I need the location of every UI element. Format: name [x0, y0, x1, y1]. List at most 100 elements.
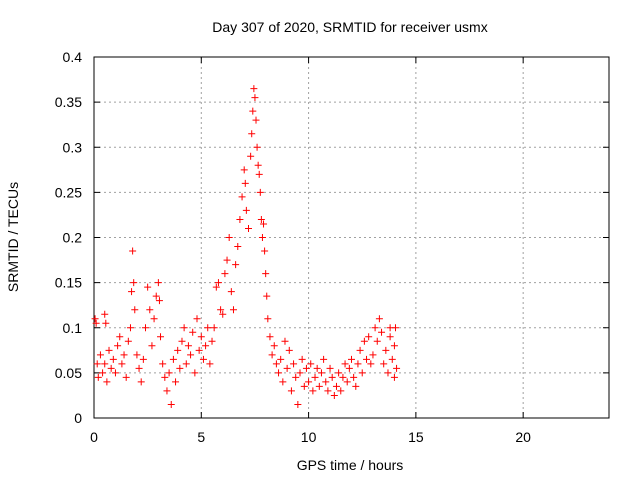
data-point	[163, 387, 171, 395]
data-point	[386, 333, 394, 341]
y-tick-label: 0.2	[63, 230, 83, 246]
data-point	[384, 369, 392, 377]
data-point	[305, 378, 313, 386]
data-point	[356, 346, 364, 354]
data-point	[261, 247, 269, 255]
data-point	[191, 369, 199, 377]
data-point	[217, 306, 225, 314]
y-tick-label: 0.3	[63, 139, 83, 155]
data-point	[363, 355, 371, 363]
data-point	[236, 215, 244, 223]
data-point	[317, 369, 325, 377]
data-point	[390, 373, 398, 381]
data-point	[373, 337, 381, 345]
data-point	[174, 346, 182, 354]
plot-frame	[93, 56, 610, 419]
data-point	[94, 373, 102, 381]
data-point	[292, 373, 300, 381]
data-point	[210, 324, 218, 332]
chart-title: Day 307 of 2020, SRMTID for receiver usm…	[212, 19, 487, 35]
y-tick-label: 0.15	[55, 275, 82, 291]
data-point	[176, 364, 184, 372]
data-point	[247, 152, 255, 160]
data-point	[148, 342, 156, 350]
data-point	[388, 355, 396, 363]
data-point	[221, 270, 229, 278]
y-tick-label: 0.05	[55, 365, 82, 381]
data-point	[248, 130, 256, 138]
data-point	[131, 306, 139, 314]
data-point	[103, 378, 111, 386]
data-points	[91, 85, 401, 408]
x-tick-label: 10	[301, 429, 317, 445]
data-point	[378, 328, 386, 336]
data-point	[109, 355, 117, 363]
data-point	[283, 364, 291, 372]
data-point	[241, 179, 249, 187]
data-point	[195, 346, 203, 354]
data-point	[249, 107, 257, 115]
data-point	[287, 387, 295, 395]
data-point	[313, 364, 321, 372]
data-point	[263, 292, 271, 300]
data-point	[129, 247, 137, 255]
data-point	[172, 378, 180, 386]
data-point	[328, 373, 336, 381]
data-point	[260, 220, 268, 228]
y-tick-label: 0.4	[63, 49, 83, 65]
data-point	[105, 346, 113, 354]
data-point	[315, 382, 323, 390]
data-point	[358, 369, 366, 377]
data-point	[335, 369, 343, 377]
data-point	[281, 337, 289, 345]
data-point	[139, 355, 147, 363]
data-point	[330, 391, 338, 399]
x-tick-label: 0	[90, 429, 98, 445]
axis-ticks: 0 5 10 15 20 0 0.05 0.1 0.15 0.2 0.25 0.3 0.35 0.4	[55, 49, 609, 445]
data-point	[202, 342, 210, 350]
y-tick-label: 0.25	[55, 184, 82, 200]
x-tick-label: 15	[408, 429, 424, 445]
data-point	[322, 378, 330, 386]
data-point	[256, 188, 264, 196]
data-point	[367, 360, 375, 368]
data-point	[365, 333, 373, 341]
data-point	[128, 288, 136, 296]
data-point	[99, 369, 107, 377]
data-point	[277, 355, 285, 363]
data-point	[234, 243, 242, 251]
data-point	[182, 360, 190, 368]
data-point	[238, 193, 246, 201]
data-point	[240, 166, 248, 174]
y-tick-label: 0.35	[55, 94, 82, 110]
data-point	[264, 315, 272, 323]
data-point	[255, 170, 263, 178]
x-axis-label: GPS time / hours	[297, 457, 404, 473]
data-point	[324, 387, 332, 395]
y-tick-label: 0.1	[63, 320, 83, 336]
data-point	[159, 360, 167, 368]
data-point	[101, 360, 109, 368]
data-point	[157, 333, 165, 341]
data-point	[337, 387, 345, 395]
data-point	[92, 319, 100, 327]
data-point	[252, 116, 260, 124]
data-point	[206, 360, 214, 368]
data-point	[380, 360, 388, 368]
data-point	[393, 364, 401, 372]
data-point	[187, 351, 195, 359]
data-point	[253, 143, 261, 151]
x-tick-label: 5	[197, 429, 205, 445]
data-point	[332, 382, 340, 390]
data-point	[111, 369, 119, 377]
data-point	[208, 337, 216, 345]
data-point	[126, 324, 134, 332]
data-point	[300, 382, 308, 390]
data-point	[266, 333, 274, 341]
data-point	[189, 328, 197, 336]
data-point	[275, 369, 283, 377]
data-point	[262, 270, 270, 278]
data-point	[294, 400, 302, 408]
data-point	[251, 94, 259, 102]
data-point	[169, 355, 177, 363]
